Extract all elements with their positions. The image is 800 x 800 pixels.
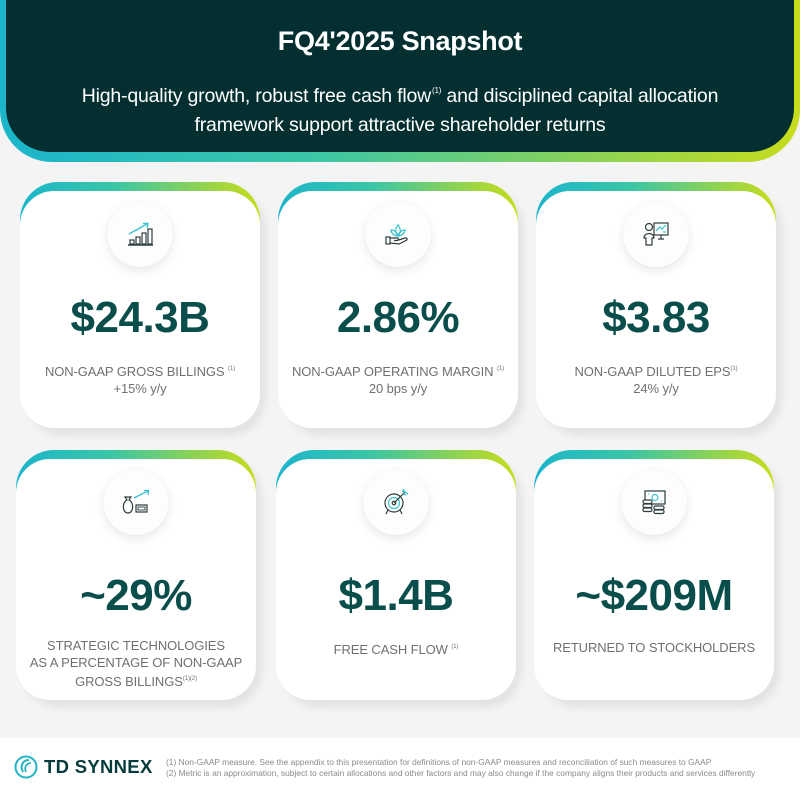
metric-label: NON-GAAP DILUTED EPS(1) 24% y/y (542, 361, 770, 397)
icon-circle (623, 201, 689, 267)
footnote-2: (2) Metric is an approximation, subject … (166, 768, 756, 778)
footnote-ref: (1) (496, 366, 504, 372)
money-bag-growth-icon (122, 489, 150, 514)
footnote-ref: (1) (451, 644, 459, 650)
metric-change: +15% y/y (113, 381, 167, 396)
td-synnex-logo-icon (14, 755, 38, 779)
icon-circle (103, 469, 169, 535)
target-dart-icon (384, 488, 409, 515)
metric-card-returned-to-stockholders: ~$209M RETURNED TO STOCKHOLDERS (534, 450, 774, 700)
metric-card-strategic-technologies: ~29% STRATEGIC TECHNOLOGIES AS A PERCENT… (16, 450, 256, 700)
icon-circle (363, 469, 429, 535)
footnote-ref: (1) (730, 366, 738, 372)
hand-plant-icon (385, 223, 408, 245)
icon-circle (621, 469, 687, 535)
metric-change: 20 bps y/y (368, 381, 428, 396)
page-title: FQ4'2025 Snapshot (277, 26, 523, 56)
label-text: STRATEGIC TECHNOLOGIES (47, 638, 225, 653)
metric-label: FREE CASH FLOW (1) (282, 639, 510, 658)
subtitle-text: High-quality growth, robust free cash fl… (81, 85, 432, 107)
card-body: $1.4B FREE CASH FLOW (1) (276, 459, 516, 700)
label-text: RETURNED TO STOCKHOLDERS (552, 640, 756, 655)
metric-value: $3.83 (602, 293, 710, 342)
footnote-1: (1) Non-GAAP measure. See the appendix t… (166, 757, 712, 767)
metric-value: ~$209M (575, 571, 733, 620)
page-subtitle: High-quality growth, robust free cash fl… (46, 76, 754, 140)
company-logo: TD SYNNEX (14, 755, 153, 779)
metric-card-free-cash-flow: $1.4B FREE CASH FLOW (1) (276, 450, 516, 700)
card-body: $24.3B NON-GAAP GROSS BILLINGS (1) +15% … (20, 191, 260, 428)
presenter-chart-icon (643, 222, 669, 246)
icon-circle (365, 201, 431, 267)
label-text: FREE CASH FLOW (333, 642, 448, 657)
label-text: NON-GAAP OPERATING MARGIN (292, 364, 494, 379)
label-text: AS A PERCENTAGE OF NON-GAAP (29, 655, 243, 670)
icon-circle (107, 201, 173, 267)
metric-label: RETURNED TO STOCKHOLDERS (540, 639, 768, 656)
card-body: $3.83 NON-GAAP DILUTED EPS(1) 24% y/y (536, 191, 776, 428)
subtitle-text: and disciplined capital allocation frame… (194, 85, 719, 136)
metric-card-operating-margin: 2.86% NON-GAAP OPERATING MARGIN (1) 20 b… (278, 182, 518, 428)
card-body: ~29% STRATEGIC TECHNOLOGIES AS A PERCENT… (16, 459, 256, 700)
label-text: NON-GAAP GROSS BILLINGS (44, 364, 225, 379)
label-text: NON-GAAP DILUTED EPS (574, 364, 731, 379)
footnote-ref: (1) (227, 366, 236, 372)
logo-text: TD SYNNEX (44, 756, 153, 777)
metric-value: 2.86% (336, 293, 460, 342)
metric-label: NON-GAAP OPERATING MARGIN (1) 20 bps y/y (284, 361, 512, 397)
header-banner: FQ4'2025 Snapshot High-quality growth, r… (6, 0, 794, 152)
metric-value: ~29% (80, 571, 192, 620)
metric-value: $1.4B (338, 571, 454, 620)
label-text: GROSS BILLINGS (75, 674, 183, 689)
metric-card-diluted-eps: $3.83 NON-GAAP DILUTED EPS(1) 24% y/y (536, 182, 776, 428)
footnote-ref: (1) (432, 86, 442, 95)
footnote-ref: (1)(2) (182, 676, 197, 682)
metric-card-gross-billings: $24.3B NON-GAAP GROSS BILLINGS (1) +15% … (20, 182, 260, 428)
metric-value: $24.3B (70, 293, 210, 342)
metric-label: STRATEGIC TECHNOLOGIES AS A PERCENTAGE O… (22, 637, 250, 690)
card-body: ~$209M RETURNED TO STOCKHOLDERS (534, 459, 774, 700)
card-body: 2.86% NON-GAAP OPERATING MARGIN (1) 20 b… (278, 191, 518, 428)
cash-stack-icon (642, 490, 666, 515)
metric-label: NON-GAAP GROSS BILLINGS (1) +15% y/y (26, 361, 254, 397)
metric-change: 24% y/y (633, 381, 679, 396)
growth-chart-icon (128, 222, 153, 246)
footnotes: (1) Non-GAAP measure. See the appendix t… (166, 757, 755, 779)
footer: TD SYNNEX (1) Non-GAAP measure. See the … (0, 738, 800, 800)
